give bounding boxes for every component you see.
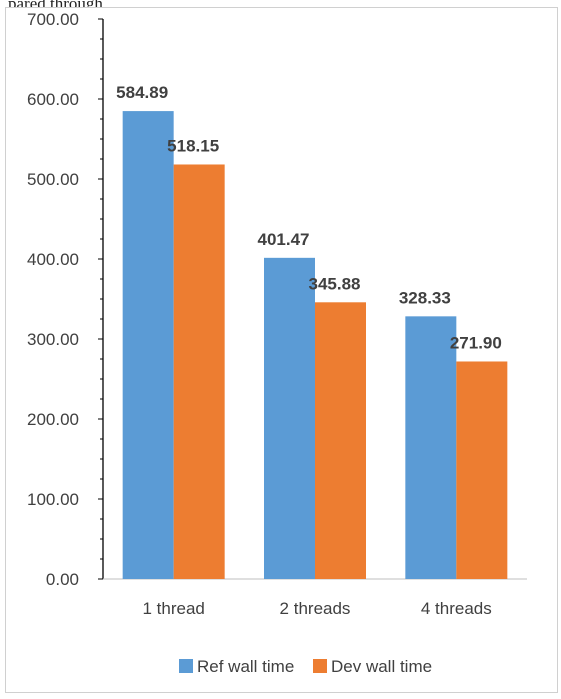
bar-dev-wall-time [315, 302, 366, 579]
x-tick-label: 4 threads [421, 599, 492, 618]
bar-ref-wall-time [122, 111, 174, 579]
legend-swatch [179, 659, 193, 673]
bar-dev-wall-time [456, 361, 508, 579]
bar-chart: 0.00 100.00 200.00 300.00 400.00 500.00 600.00… [27, 10, 527, 676]
data-label: 584.89 [116, 83, 168, 102]
x-tick-label: 2 threads [280, 599, 351, 618]
y-tick-label: 100.00 [27, 490, 79, 509]
y-tick-label: 400.00 [27, 250, 79, 269]
x-tick-label: 1 thread [142, 599, 204, 618]
y-tick-label: 200.00 [27, 410, 79, 429]
chart-area: 0.00 100.00 200.00 300.00 400.00 500.00 600.00… [5, 7, 558, 693]
data-label: 401.47 [258, 230, 310, 249]
data-label: 518.15 [167, 136, 219, 155]
legend-swatch [313, 659, 327, 673]
bar-ref-wall-time [264, 257, 315, 579]
bar-dev-wall-time [173, 164, 225, 580]
legend-label: Dev wall time [331, 657, 432, 676]
y-tick-label: 500.00 [27, 170, 79, 189]
y-tick-label: 0.00 [46, 570, 79, 589]
data-label: 345.88 [309, 274, 361, 293]
y-tick-label: 700.00 [27, 10, 79, 29]
legend-label: Ref wall time [197, 657, 294, 676]
bar-ref-wall-time [405, 316, 457, 579]
partial-caption-text: pared through [8, 0, 103, 10]
y-tick-label: 300.00 [27, 330, 79, 349]
data-label: 328.33 [399, 288, 451, 307]
y-tick-label: 600.00 [27, 90, 79, 109]
data-label: 271.90 [450, 333, 502, 352]
